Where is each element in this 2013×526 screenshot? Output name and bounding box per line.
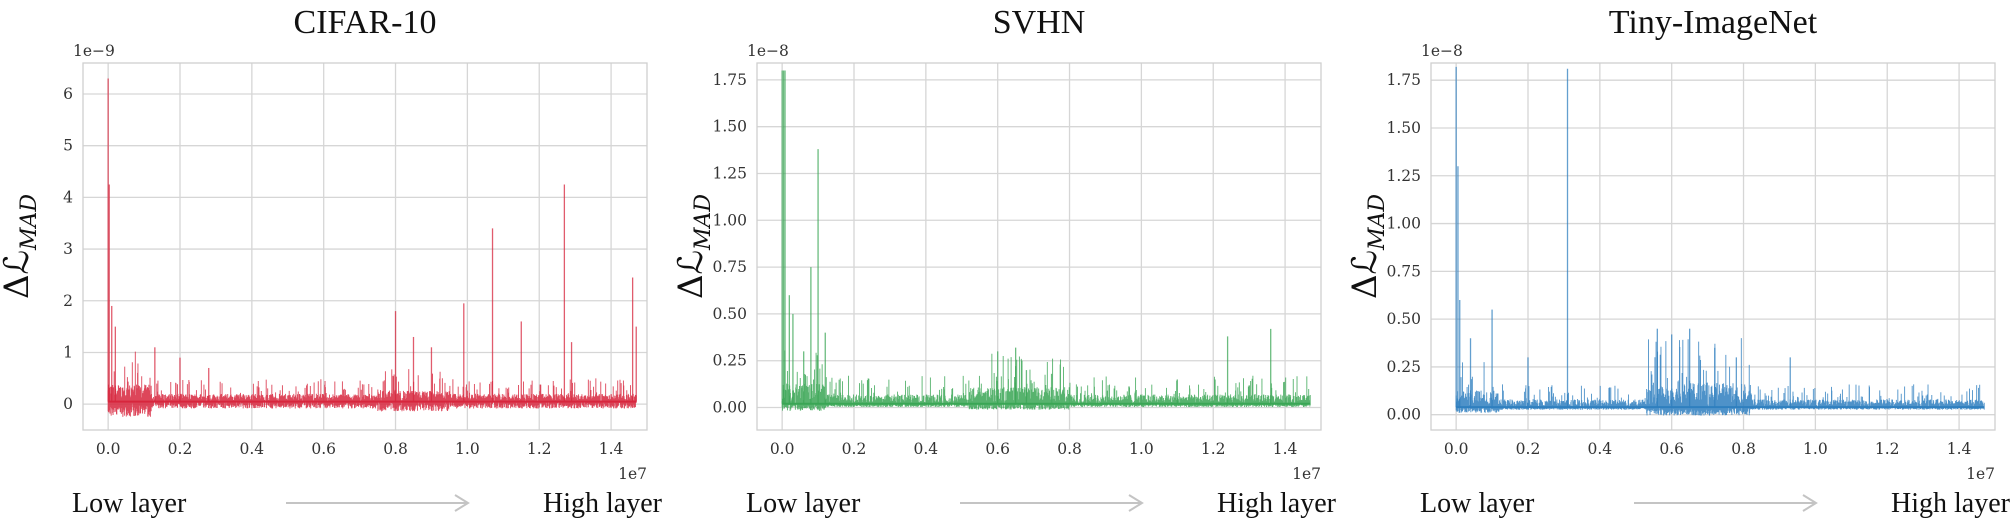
plot-frame xyxy=(82,62,648,431)
x-tick-label: 1.4 xyxy=(1947,440,1972,458)
x-tick-label: 0.4 xyxy=(914,440,939,458)
y-tick-label: 0.00 xyxy=(712,399,747,417)
high-layer-label: High layer xyxy=(1891,488,2011,519)
y-tick-label: 0.25 xyxy=(1386,358,1421,376)
y-tick-label: 4 xyxy=(63,188,73,206)
y-tick-label: 1.50 xyxy=(1386,119,1421,137)
x-tick-label: 0.6 xyxy=(311,440,336,458)
x-tick-label: 1.4 xyxy=(1273,440,1298,458)
x-tick-label: 0.8 xyxy=(383,440,408,458)
y-multiplier-label: 1e−8 xyxy=(747,42,789,60)
x-tick-label: 1.2 xyxy=(1201,440,1226,458)
high-layer-label: High layer xyxy=(1217,488,1337,519)
x-tick-label: 1.2 xyxy=(1875,440,1900,458)
x-tick-label: 0.4 xyxy=(240,440,265,458)
x-tick-label: 0.6 xyxy=(985,440,1010,458)
y-tick-label: 1.75 xyxy=(712,71,747,89)
y-tick-label: 0.25 xyxy=(712,352,747,370)
x-multiplier-label: 1e7 xyxy=(1292,465,1321,483)
plot-area xyxy=(1431,63,1995,430)
y-tick-label: 1.25 xyxy=(1386,167,1421,185)
y-tick-label: 1.00 xyxy=(1386,215,1421,233)
y-axis-label: ΔℒMAD xyxy=(1345,194,1390,299)
direction-arrow xyxy=(1634,494,1818,512)
y-axis-label: ΔℒMAD xyxy=(0,194,42,299)
y-tick-label: 6 xyxy=(63,85,73,103)
plot-area xyxy=(83,63,647,430)
plot-frame xyxy=(1430,62,1996,431)
x-tick-label: 0.2 xyxy=(1516,440,1541,458)
x-tick-label: 0.0 xyxy=(770,440,795,458)
x-tick-label: 1.0 xyxy=(1129,440,1154,458)
x-tick-label: 0.6 xyxy=(1659,440,1684,458)
high-layer-label: High layer xyxy=(543,488,663,519)
y-tick-label: 1 xyxy=(63,343,73,361)
direction-arrow xyxy=(286,494,470,512)
plot-area xyxy=(757,63,1321,430)
y-tick-label: 5 xyxy=(63,137,73,155)
y-tick-label: 0.75 xyxy=(712,258,747,276)
chart-title: SVHN xyxy=(993,4,1086,41)
y-tick-label: 0.75 xyxy=(1386,262,1421,280)
chart-panel-2: 0.0 0.2 0.4 0.6 0.8 1.0 1.2 1.4 0.00 0.25 0.50 0.75… xyxy=(671,4,1337,519)
y-axis-label: ΔℒMAD xyxy=(671,194,716,299)
y-tick-label: 3 xyxy=(63,240,73,258)
low-layer-label: Low layer xyxy=(746,488,861,519)
y-multiplier-label: 1e−9 xyxy=(73,42,115,60)
y-tick-label: 1.25 xyxy=(712,164,747,182)
chart-title: CIFAR-10 xyxy=(294,4,437,41)
y-tick-label: 0 xyxy=(63,395,73,413)
x-tick-label: 1.2 xyxy=(527,440,552,458)
y-tick-label: 1.00 xyxy=(712,211,747,229)
x-tick-label: 0.0 xyxy=(1444,440,1469,458)
low-layer-label: Low layer xyxy=(72,488,187,519)
low-layer-label: Low layer xyxy=(1420,488,1535,519)
chart-panel-3: 0.0 0.2 0.4 0.6 0.8 1.0 1.2 1.4 0.00 0.25 0.50 0.75… xyxy=(1345,4,2011,519)
y-multiplier-label: 1e−8 xyxy=(1421,42,1463,60)
y-tick-label: 1.75 xyxy=(1386,71,1421,89)
x-multiplier-label: 1e7 xyxy=(1966,465,1995,483)
x-tick-label: 1.4 xyxy=(599,440,624,458)
x-tick-label: 1.0 xyxy=(1803,440,1828,458)
x-tick-label: 0.4 xyxy=(1588,440,1613,458)
x-tick-label: 0.0 xyxy=(96,440,121,458)
chart-title: Tiny-ImageNet xyxy=(1609,4,1818,41)
plot-frame xyxy=(756,62,1322,431)
x-tick-label: 0.8 xyxy=(1731,440,1756,458)
y-tick-label: 0.00 xyxy=(1386,406,1421,424)
x-multiplier-label: 1e7 xyxy=(618,465,647,483)
y-tick-label: 2 xyxy=(63,292,73,310)
y-tick-label: 0.50 xyxy=(712,305,747,323)
x-tick-label: 0.2 xyxy=(168,440,193,458)
x-tick-label: 0.2 xyxy=(842,440,867,458)
chart-panel-1: 0.0 0.2 0.4 0.6 0.8 1.0 1.2 1.4 0 1 2 3 4 5 6 1e−9 1e7 CI… xyxy=(0,4,663,519)
x-tick-label: 1.0 xyxy=(455,440,480,458)
x-tick-label: 0.8 xyxy=(1057,440,1082,458)
direction-arrow xyxy=(960,494,1144,512)
y-tick-label: 0.50 xyxy=(1386,310,1421,328)
y-tick-label: 1.50 xyxy=(712,118,747,136)
